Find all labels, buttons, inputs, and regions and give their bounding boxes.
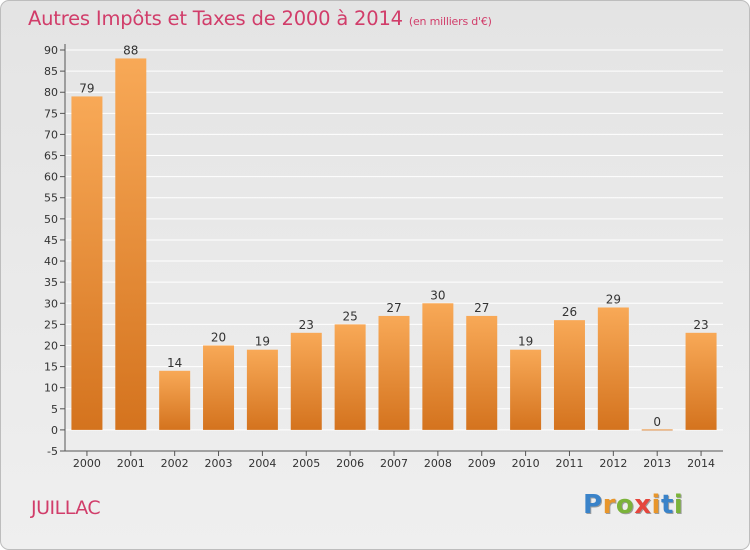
x-tick-label: 2012	[599, 457, 627, 470]
logo-letter: x	[634, 490, 652, 520]
y-tick-label: 55	[44, 192, 58, 205]
bar	[71, 96, 103, 430]
x-tick-label: 2000	[73, 457, 101, 470]
x-tick-label: 2006	[336, 457, 364, 470]
bar	[641, 429, 673, 431]
y-tick-label: 15	[44, 361, 58, 374]
y-tick-label: 85	[44, 65, 58, 78]
bar	[553, 320, 585, 430]
chart-title: Autres Impôts et Taxes de 2000 à 2014 (en…	[28, 7, 492, 30]
y-tick-label: 65	[44, 150, 58, 163]
y-tick-label: 0	[51, 424, 58, 437]
x-tick-label: 2009	[468, 457, 496, 470]
logo-letter: i	[673, 490, 684, 520]
value-label: 79	[79, 81, 94, 95]
x-axis-ticks: 2000 2001 2002 2003 2004 2005 2006 2007 2008 2009…	[73, 451, 715, 470]
x-tick-label: 2013	[643, 457, 671, 470]
bar	[203, 345, 235, 430]
y-tick-label: 5	[51, 403, 58, 416]
y-tick-label: 10	[44, 382, 58, 395]
y-tick-label: 40	[44, 255, 58, 268]
value-label: 27	[474, 301, 489, 315]
value-label: 19	[518, 335, 533, 349]
bars	[71, 58, 717, 431]
bar	[466, 315, 498, 430]
y-tick-label: 75	[44, 107, 58, 120]
bar	[115, 58, 147, 430]
x-tick-label: 2004	[248, 457, 276, 470]
x-tick-label: 2002	[161, 457, 189, 470]
value-label: 23	[693, 318, 708, 332]
value-label: 25	[342, 309, 357, 323]
y-tick-label: 45	[44, 234, 58, 247]
logo-letter: t	[660, 490, 674, 520]
y-tick-label: 50	[44, 213, 58, 226]
value-label: 14	[167, 356, 182, 370]
y-tick-label: 30	[44, 297, 58, 310]
value-label: 20	[211, 330, 226, 344]
value-label: 88	[123, 43, 138, 57]
value-label: 0	[653, 415, 661, 429]
value-label: 23	[299, 318, 314, 332]
x-tick-label: 2003	[205, 457, 233, 470]
x-tick-label: 2007	[380, 457, 408, 470]
proxiti-logo: Proxiti	[583, 490, 683, 520]
bar	[290, 332, 322, 430]
bar	[159, 370, 191, 430]
y-tick-label: 90	[44, 44, 58, 57]
y-tick-label: 25	[44, 318, 58, 331]
value-label: 19	[255, 335, 270, 349]
logo-letter: r	[602, 490, 616, 520]
y-tick-label: 80	[44, 86, 58, 99]
value-label: 27	[386, 301, 401, 315]
value-labels: 79 88 14 20 19 23 25 27 30 27 19 26 29 0 23	[79, 43, 708, 428]
bar	[422, 303, 454, 430]
y-tick-label: -5	[47, 445, 58, 458]
bar	[246, 349, 278, 430]
chart-subtitle: (en milliers d'€)	[408, 15, 492, 28]
bar	[378, 315, 410, 430]
chart-title-text: Autres Impôts et Taxes de 2000 à 2014	[28, 7, 403, 30]
value-label: 29	[606, 292, 621, 306]
x-tick-label: 2014	[687, 457, 715, 470]
bar	[510, 349, 542, 430]
value-label: 30	[430, 288, 445, 302]
y-tick-label: 35	[44, 276, 58, 289]
bar	[597, 307, 629, 430]
bar	[685, 332, 717, 430]
y-tick-label: 60	[44, 171, 58, 184]
place-name: JUILLAC	[31, 497, 101, 519]
y-tick-label: 20	[44, 339, 58, 352]
x-tick-label: 2010	[512, 457, 540, 470]
logo-letter: o	[615, 490, 635, 520]
y-tick-label: 70	[44, 128, 58, 141]
bar	[334, 324, 366, 430]
value-label: 26	[562, 305, 577, 319]
x-tick-label: 2011	[555, 457, 583, 470]
y-axis-ticks: -5 0 5 10 15 20 25 30 35 40 45 50 55 60 65 70 75 80 85 90	[44, 44, 65, 458]
x-tick-label: 2008	[424, 457, 452, 470]
logo-letter: i	[651, 490, 661, 520]
x-tick-label: 2001	[117, 457, 145, 470]
x-tick-label: 2005	[292, 457, 320, 470]
logo-letter: P	[583, 490, 603, 520]
